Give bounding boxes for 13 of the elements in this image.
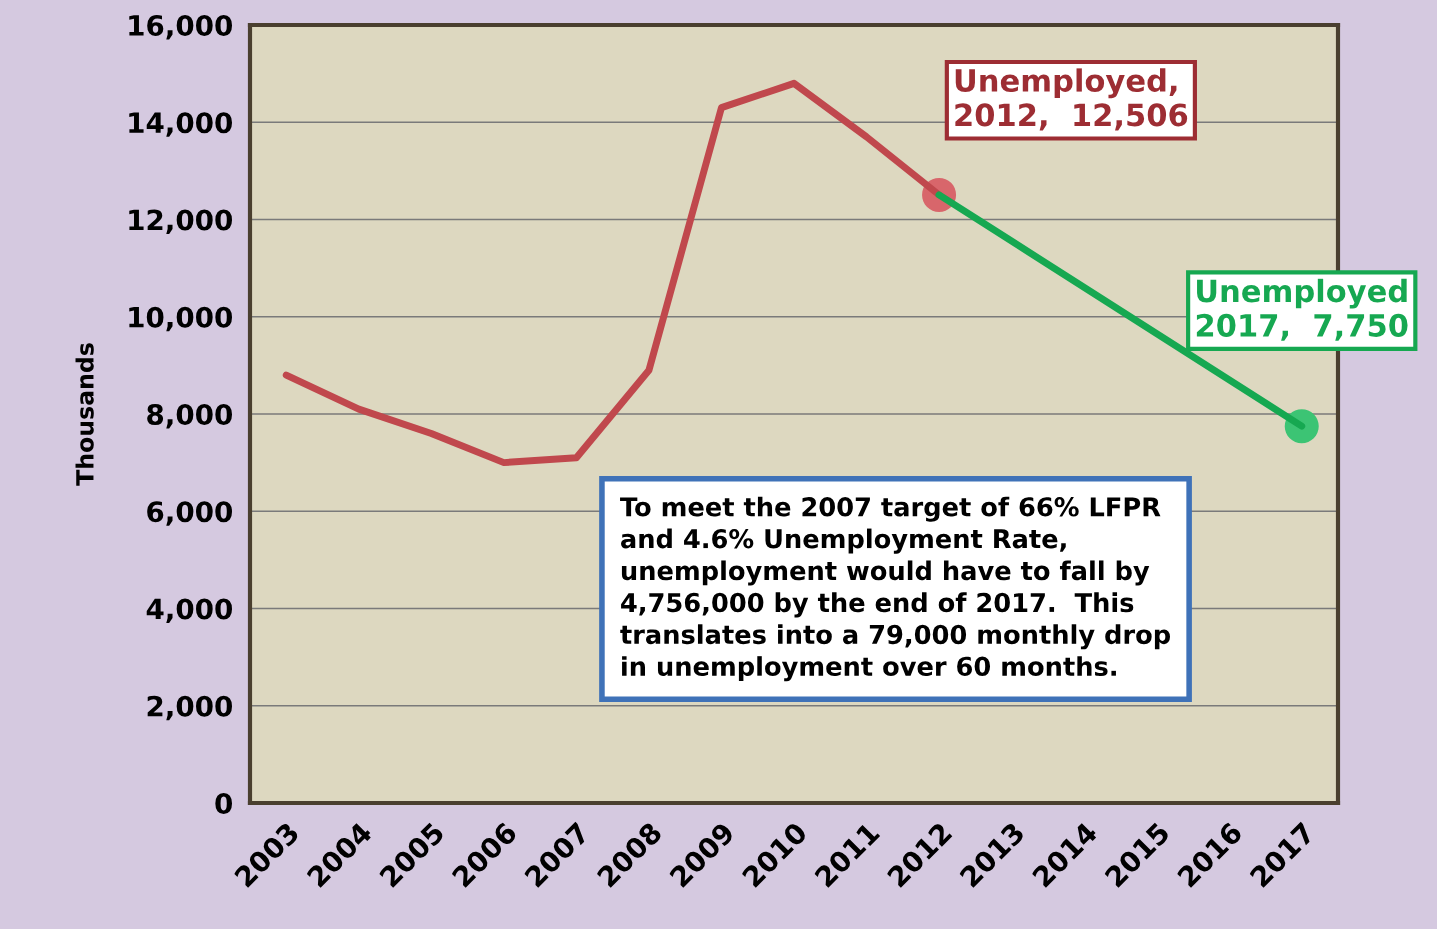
annotation: Unemployed, 2012, 12,506 xyxy=(955,68,1188,131)
y-tick-label: 10,000 xyxy=(129,306,233,332)
y-tick-label: 4,000 xyxy=(146,598,233,623)
y-tick-label: 14,000 xyxy=(129,112,233,137)
y-tick-label: 0 xyxy=(215,792,233,814)
annotation: Unemployed 2017, 7,750 xyxy=(1196,278,1408,341)
y-axis-title: Thousands xyxy=(75,343,94,486)
y-tick-label: 12,000 xyxy=(129,209,233,234)
y-tick-label: 6,000 xyxy=(147,501,233,526)
y-tick-label: 2,000 xyxy=(147,695,233,721)
y-tick-label: 8,000 xyxy=(147,403,233,429)
annotation: To meet the 2007 target of 66% LFPR and 4.6% Unemployment Rate, unemployment would have to fall by 4,756,000 by the end of 2017. This translates into a 79,000 monthly drop in unemployment over 60 months. xyxy=(620,496,1171,682)
y-tick-label: 16,000 xyxy=(129,14,233,40)
